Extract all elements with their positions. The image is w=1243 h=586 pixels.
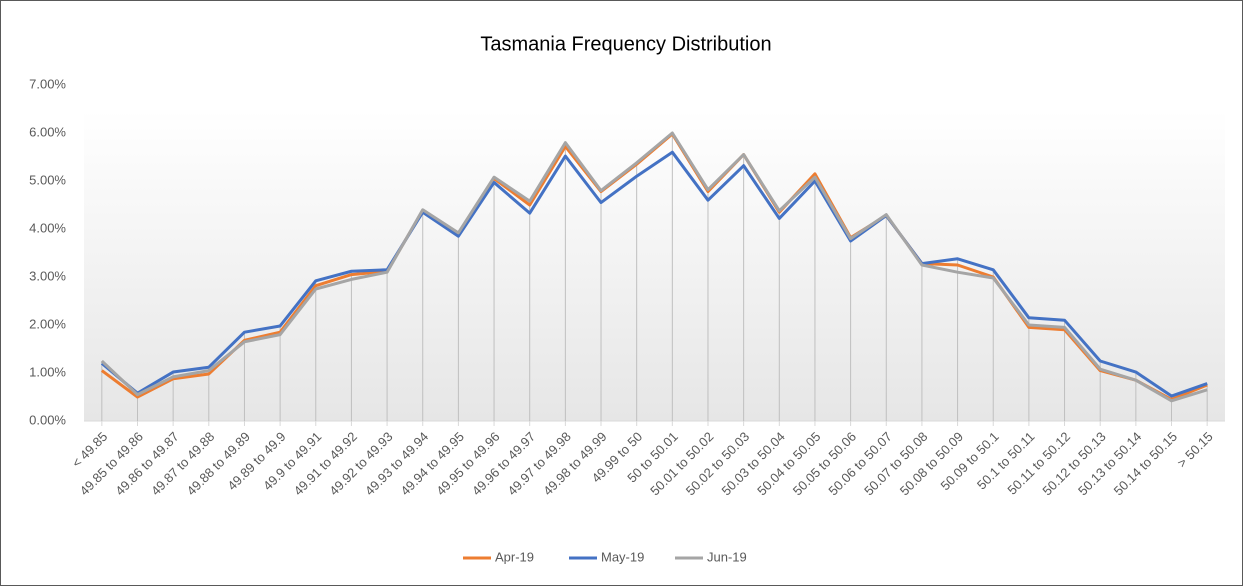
y-tick-label: 7.00% [29, 76, 66, 91]
y-tick-label: 1.00% [29, 364, 66, 379]
y-tick-label: 5.00% [29, 172, 66, 187]
plot-background [84, 110, 1225, 421]
y-tick-label: 2.00% [29, 316, 66, 331]
legend-label: Jun-19 [707, 549, 747, 564]
chart-title: Tasmania Frequency Distribution [480, 33, 771, 55]
series-line [100, 131, 1208, 403]
legend-label: May-19 [601, 549, 644, 564]
legend-label: Apr-19 [495, 549, 534, 564]
y-tick-label: 6.00% [29, 124, 66, 139]
y-tick-label: 0.00% [29, 412, 66, 427]
series-line [100, 150, 1208, 398]
y-tick-label: 4.00% [29, 220, 66, 235]
y-tick-label: 3.00% [29, 268, 66, 283]
